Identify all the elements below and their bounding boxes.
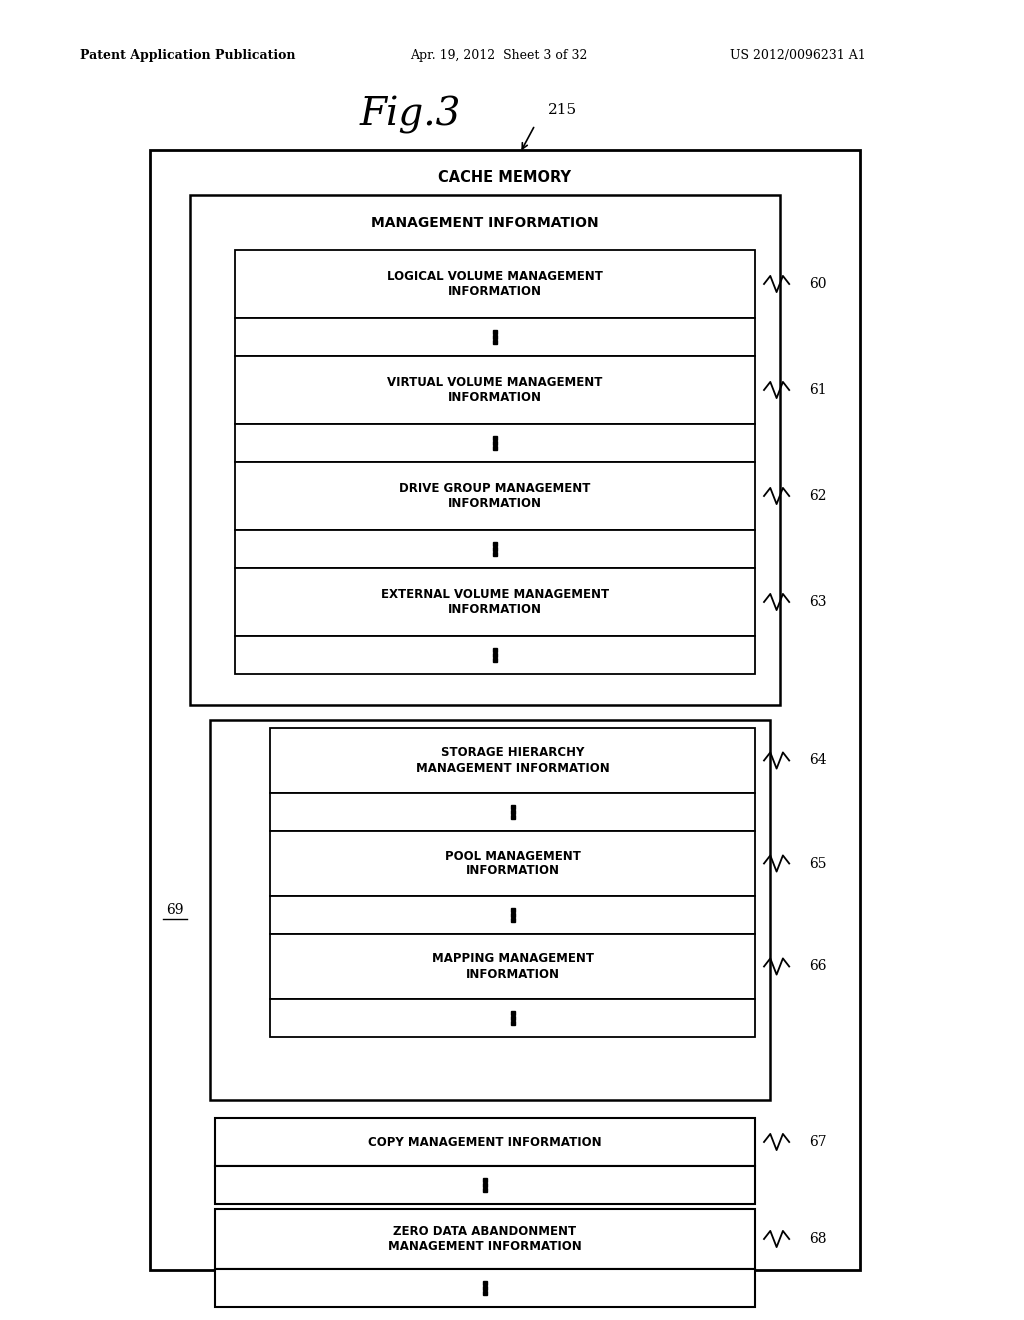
Text: Fig.3: Fig.3 <box>360 96 462 135</box>
Bar <box>215 1209 755 1269</box>
Bar <box>190 195 780 705</box>
Text: EXTERNAL VOLUME MANAGEMENT
INFORMATION: EXTERNAL VOLUME MANAGEMENT INFORMATION <box>381 587 609 616</box>
Text: 215: 215 <box>548 103 578 117</box>
Bar <box>234 424 755 462</box>
Text: POOL MANAGEMENT
INFORMATION: POOL MANAGEMENT INFORMATION <box>444 850 581 878</box>
Text: 63: 63 <box>809 595 826 609</box>
Text: STORAGE HIERARCHY
MANAGEMENT INFORMATION: STORAGE HIERARCHY MANAGEMENT INFORMATION <box>416 747 609 775</box>
Text: 68: 68 <box>809 1232 826 1246</box>
Text: ZERO DATA ABANDONMENT
MANAGEMENT INFORMATION: ZERO DATA ABANDONMENT MANAGEMENT INFORMA… <box>388 1225 582 1253</box>
Bar <box>215 1166 755 1204</box>
Bar <box>270 832 755 896</box>
Bar <box>270 793 755 832</box>
Text: MANAGEMENT INFORMATION: MANAGEMENT INFORMATION <box>371 216 599 230</box>
Text: 65: 65 <box>809 857 826 870</box>
Text: DRIVE GROUP MANAGEMENT
INFORMATION: DRIVE GROUP MANAGEMENT INFORMATION <box>399 482 591 510</box>
Bar <box>270 729 755 793</box>
Bar <box>210 719 770 1100</box>
Text: 62: 62 <box>809 488 826 503</box>
Bar <box>270 935 755 999</box>
Text: COPY MANAGEMENT INFORMATION: COPY MANAGEMENT INFORMATION <box>369 1135 602 1148</box>
Bar <box>215 1269 755 1307</box>
Bar <box>150 150 860 1270</box>
Bar <box>234 568 755 636</box>
Text: MAPPING MANAGEMENT
INFORMATION: MAPPING MANAGEMENT INFORMATION <box>431 953 594 981</box>
Bar <box>215 1118 755 1166</box>
Bar <box>234 636 755 675</box>
Text: 60: 60 <box>809 277 826 290</box>
Bar <box>234 249 755 318</box>
Text: 61: 61 <box>809 383 826 397</box>
Text: VIRTUAL VOLUME MANAGEMENT
INFORMATION: VIRTUAL VOLUME MANAGEMENT INFORMATION <box>387 376 603 404</box>
Text: 67: 67 <box>809 1135 826 1148</box>
Text: 64: 64 <box>809 754 826 767</box>
Text: Patent Application Publication: Patent Application Publication <box>80 49 296 62</box>
Text: LOGICAL VOLUME MANAGEMENT
INFORMATION: LOGICAL VOLUME MANAGEMENT INFORMATION <box>387 271 603 298</box>
Bar <box>270 999 755 1038</box>
Bar <box>234 462 755 531</box>
Text: 69: 69 <box>166 903 183 917</box>
Bar <box>270 896 755 935</box>
Bar <box>234 356 755 424</box>
Bar <box>234 318 755 356</box>
Bar <box>234 531 755 568</box>
Text: CACHE MEMORY: CACHE MEMORY <box>438 170 571 186</box>
Text: Apr. 19, 2012  Sheet 3 of 32: Apr. 19, 2012 Sheet 3 of 32 <box>410 49 588 62</box>
Text: 66: 66 <box>809 960 826 974</box>
Text: US 2012/0096231 A1: US 2012/0096231 A1 <box>730 49 865 62</box>
